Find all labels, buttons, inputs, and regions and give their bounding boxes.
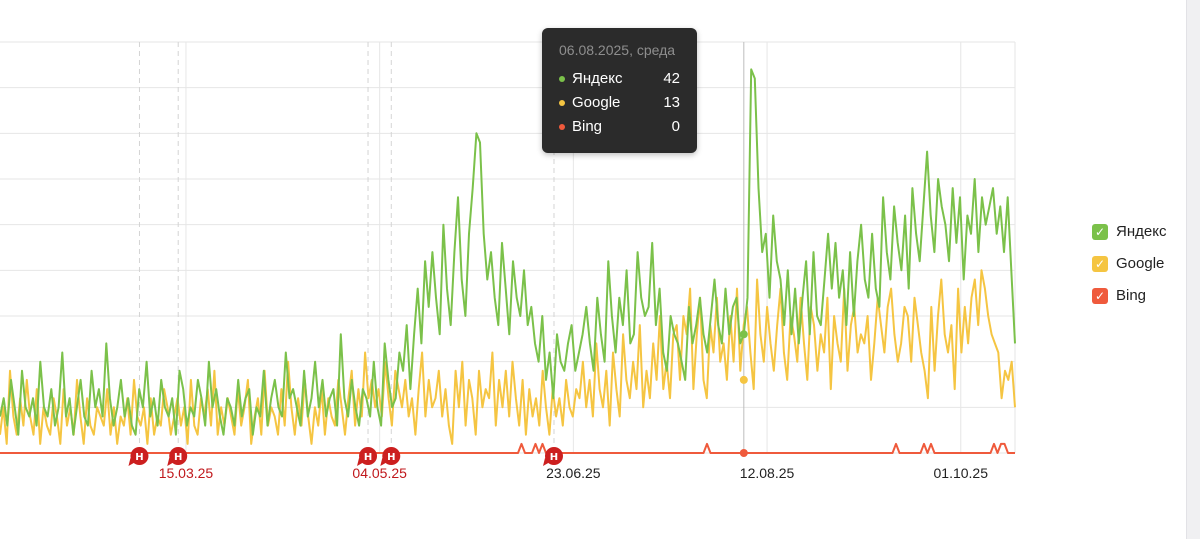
annotation-marker-icon[interactable]: Н	[380, 447, 401, 466]
highlight-point	[739, 449, 748, 457]
yandex-dot-icon	[559, 76, 565, 82]
vertical-scrollbar[interactable]	[1186, 0, 1200, 539]
annotation-marker-icon[interactable]: Н	[167, 447, 188, 466]
tooltip-series-name: Яндекс	[572, 70, 623, 87]
hover-tooltip: 06.08.2025, среда Яндекс 42 Google 13 Bi…	[542, 28, 697, 153]
x-tick-label: 15.03.25	[159, 465, 214, 481]
annotation-marker-icon[interactable]: Н	[542, 447, 563, 466]
svg-text:Н: Н	[387, 452, 395, 463]
legend-label: Bing	[1116, 287, 1147, 304]
series-line-bing	[0, 442, 1015, 454]
legend-item-google[interactable]: ✓ Google	[1092, 254, 1182, 286]
chart-legend: ✓ Яндекс ✓ Google ✓ Bing	[1092, 222, 1182, 318]
svg-text:Н: Н	[135, 452, 143, 463]
checkbox-checked-icon[interactable]: ✓	[1092, 224, 1108, 240]
svg-text:Н: Н	[550, 452, 558, 463]
x-tick-label: 01.10.25	[934, 465, 989, 481]
x-tick-label: 12.08.25	[740, 465, 795, 481]
legend-item-yandex[interactable]: ✓ Яндекс	[1092, 222, 1182, 254]
svg-text:Н: Н	[174, 452, 182, 463]
series-lines	[0, 68, 1016, 454]
annotation-marker-icon[interactable]: Н	[128, 447, 149, 466]
tooltip-series-value: 0	[671, 118, 680, 135]
checkbox-checked-icon[interactable]: ✓	[1092, 256, 1108, 272]
series-line-google	[0, 269, 1016, 445]
tooltip-series-value: 42	[663, 70, 680, 87]
x-tick-label: 04.05.25	[352, 465, 407, 481]
tooltip-series-name: Google	[572, 94, 621, 111]
tooltip-row-yandex: Яндекс 42	[559, 70, 680, 88]
x-axis-ticks: 15.03.25 04.05.25 23.06.25 12.08.25 01.10.25	[159, 465, 989, 481]
svg-text:Н: Н	[364, 452, 372, 463]
bing-dot-icon	[559, 124, 565, 130]
annotation-marker-icon[interactable]: Н	[357, 447, 378, 466]
highlight-points	[739, 330, 748, 457]
tooltip-row-google: Google 13	[559, 94, 680, 112]
highlight-point	[739, 375, 748, 384]
google-dot-icon	[559, 100, 565, 106]
legend-label: Google	[1116, 255, 1165, 272]
legend-label: Яндекс	[1116, 223, 1167, 240]
tooltip-row-bing: Bing 0	[559, 118, 680, 136]
tooltip-series-value: 13	[663, 94, 680, 111]
checkbox-checked-icon[interactable]: ✓	[1092, 288, 1108, 304]
tooltip-date: 06.08.2025, среда	[559, 42, 676, 58]
tooltip-series-name: Bing	[572, 118, 603, 135]
highlight-point	[739, 330, 748, 339]
series-line-yandex	[0, 68, 1016, 436]
legend-item-bing[interactable]: ✓ Bing	[1092, 286, 1182, 318]
x-tick-label: 23.06.25	[546, 465, 601, 481]
